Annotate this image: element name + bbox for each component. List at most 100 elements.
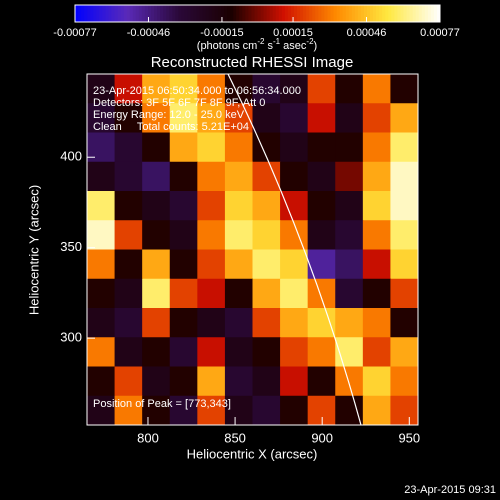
heatmap-cell <box>224 132 253 163</box>
colorbar-label-part: -2 <box>306 37 314 46</box>
heatmap-cell <box>197 395 226 425</box>
colorbar-tick-label: -0.00015 <box>200 27 243 39</box>
colorbar-swatch <box>78 5 82 22</box>
colorbar-swatch <box>394 5 398 22</box>
colorbar-swatch <box>239 5 243 22</box>
heatmap-cell <box>87 103 116 133</box>
colorbar-swatch <box>290 5 295 22</box>
colorbar-swatch <box>81 5 85 22</box>
heatmap-cell <box>307 278 336 309</box>
colorbar-swatch <box>427 5 432 22</box>
colorbar-swatch <box>214 5 219 22</box>
colorbar-swatch <box>266 5 271 22</box>
colorbar-swatch <box>388 5 392 22</box>
timestamp: 23-Apr-2015 09:31 <box>404 484 496 496</box>
heatmap-cell <box>335 395 364 425</box>
heatmap-cell <box>197 132 226 163</box>
heatmap-cell <box>224 366 253 397</box>
heatmap-cell <box>224 161 253 192</box>
colorbar-swatch <box>217 5 222 22</box>
heatmap-cell <box>142 278 171 309</box>
heatmap-cell <box>390 249 418 280</box>
colorbar-tick-label: -0.00046 <box>127 27 170 39</box>
heatmap-cell <box>114 191 143 221</box>
x-tick-label: 950 <box>398 430 420 445</box>
heatmap-cell <box>87 366 116 397</box>
heatmap-cell <box>362 161 391 192</box>
heatmap-cell <box>114 161 143 192</box>
colorbar-swatch <box>190 5 195 22</box>
colorbar-swatch <box>96 5 100 22</box>
heatmap-cell <box>362 249 391 280</box>
heatmap-cell <box>224 249 253 280</box>
heatmap-cell <box>169 103 198 133</box>
heatmap-cell <box>307 249 336 280</box>
heatmap-cell <box>169 278 198 309</box>
y-axis-label: Heliocentric Y (arcsec) <box>26 185 41 315</box>
colorbar-swatch <box>129 5 134 22</box>
colorbar-label-part: (photons cm <box>197 40 258 52</box>
colorbar-swatch <box>382 5 386 22</box>
heatmap-cell <box>169 395 198 425</box>
heatmap-cell <box>197 191 226 221</box>
colorbar-swatch <box>120 5 125 22</box>
heatmap-cell <box>197 366 226 397</box>
colorbar-swatch <box>342 5 347 22</box>
peak-label: Position of Peak = [773,343] <box>93 398 231 410</box>
heatmap-cell <box>252 337 281 367</box>
heatmap-cell <box>252 395 281 425</box>
colorbar-swatch <box>248 5 252 22</box>
colorbar-swatch <box>236 5 240 22</box>
annotation: Detectors: 3F 5F 6F 7F 8F 9F, Att 0 <box>93 97 265 109</box>
heatmap-cell <box>307 161 336 192</box>
colorbar-swatch <box>148 5 152 22</box>
colorbar-label-part: s <box>264 40 273 52</box>
colorbar-swatch <box>360 5 365 22</box>
heatmap-cell <box>335 249 364 280</box>
colorbar-swatch <box>318 5 322 22</box>
heatmap-cell <box>87 278 116 309</box>
heatmap-cell <box>87 220 116 250</box>
heatmap-cell <box>362 191 391 221</box>
colorbar-swatch <box>114 5 119 22</box>
colorbar-swatch <box>415 5 420 22</box>
heatmap-cell <box>197 74 226 104</box>
colorbar-swatch <box>87 5 91 22</box>
heatmap-cell <box>280 74 309 104</box>
y-tick-label: 350 <box>60 239 82 254</box>
colorbar-swatch <box>202 5 207 22</box>
heatmap-cell <box>280 191 309 221</box>
x-axis-label: Heliocentric X (arcsec) <box>187 446 318 461</box>
colorbar-label-part: -1 <box>273 37 281 46</box>
heatmap-cell <box>335 191 364 221</box>
heatmap-cell <box>169 220 198 250</box>
colorbar-swatch <box>138 5 143 22</box>
colorbar-swatch <box>93 5 97 22</box>
heatmap-cell <box>142 220 171 250</box>
heatmap-cell <box>197 308 226 338</box>
colorbar-swatch <box>144 5 149 22</box>
heatmap-cell <box>224 278 253 309</box>
heatmap-cell <box>252 308 281 338</box>
colorbar-swatch <box>339 5 344 22</box>
colorbar-swatch <box>141 5 146 22</box>
heatmap-cell <box>252 220 281 250</box>
colorbar-swatch <box>385 5 389 22</box>
heatmap-cell <box>87 308 116 338</box>
colorbar-swatch <box>224 5 228 22</box>
heatmap-cell <box>169 366 198 397</box>
colorbar-swatch <box>151 5 155 22</box>
heatmap-cell <box>252 161 281 192</box>
heatmap-cell <box>280 132 309 163</box>
colorbar-swatch <box>333 5 338 22</box>
heatmap-cell <box>114 278 143 309</box>
colorbar-swatch <box>436 5 441 22</box>
colorbar-swatch <box>172 5 176 22</box>
colorbar-swatch <box>169 5 173 22</box>
colorbar-swatch <box>199 5 204 22</box>
heatmap-cell <box>114 308 143 338</box>
colorbar-label-part: -2 <box>257 37 265 46</box>
heatmap-cell <box>307 308 336 338</box>
heatmap-cell <box>335 103 364 133</box>
heatmap-cell <box>335 308 364 338</box>
